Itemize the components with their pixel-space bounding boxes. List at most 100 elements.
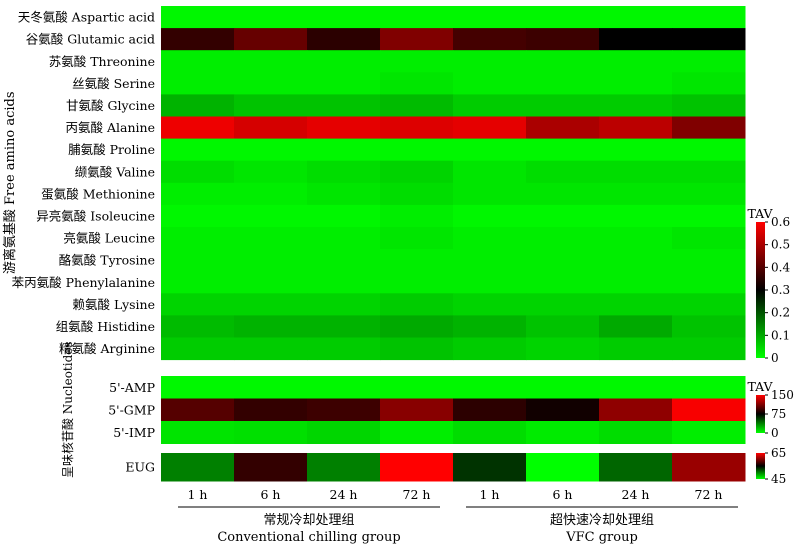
heatmap-cell (234, 453, 308, 482)
colorbar-tick-label: 0.3 (771, 283, 790, 297)
heatmap-cell (307, 421, 381, 444)
heatmap-cell (161, 271, 235, 294)
row-label: 组氨酸 Histidine (56, 319, 155, 334)
heatmap-cell (307, 116, 381, 140)
heatmap-cell (380, 227, 454, 250)
heatmap-cell (307, 204, 381, 228)
heatmap-cell (380, 94, 454, 117)
heatmap-cell (526, 72, 600, 95)
row-label: 异亮氨酸 Isoleucine (36, 208, 155, 223)
heatmap-cell (526, 28, 600, 51)
colorbar-tick-label: 0.1 (771, 328, 790, 342)
heatmap-cell (599, 6, 673, 29)
heatmap-cell (380, 50, 454, 73)
heatmap-cell (234, 160, 308, 184)
heatmap-cell (599, 160, 673, 184)
heatmap-cell (234, 72, 308, 95)
heatmap-cell (234, 398, 308, 422)
heatmap-cell (526, 50, 600, 73)
row-label: 精氨酸 Arginine (59, 341, 155, 356)
heatmap-cell (161, 398, 235, 422)
heatmap-cell (599, 204, 673, 228)
heatmap-cell (380, 182, 454, 206)
heatmap-cell (599, 138, 673, 162)
group-label-en: VFC group (565, 530, 638, 545)
heatmap-cell (234, 315, 308, 338)
heatmap-cell (161, 315, 235, 338)
heatmap-cell (161, 182, 235, 206)
heatmap-cell (307, 337, 381, 361)
heatmap-cell (599, 453, 673, 482)
heatmap-cell (161, 72, 235, 95)
heatmap-cell (307, 160, 381, 184)
heatmap-cell (380, 315, 454, 338)
colorbar-tick-label: 0.5 (771, 238, 790, 252)
heatmap-cell (453, 421, 527, 444)
row-label: 缬氨酸 Valine (75, 164, 155, 179)
heatmap-cell (453, 337, 527, 361)
heatmap-cell (599, 293, 673, 316)
heatmap-cell (161, 293, 235, 316)
heatmap-cell (307, 6, 381, 29)
heatmap-cell (307, 293, 381, 316)
heatmap-cell (234, 182, 308, 206)
heatmap-cell (672, 337, 746, 361)
colorbar-tick-label: 75 (771, 407, 786, 421)
heatmap-cell (380, 271, 454, 294)
heatmap-cell (380, 398, 454, 422)
row-label: 脯氨酸 Proline (68, 142, 155, 157)
heatmap-cell (380, 453, 454, 482)
column-label: 24 h (622, 487, 650, 502)
heatmap-cell (453, 72, 527, 95)
heatmap-cell (307, 271, 381, 294)
heatmap-cell (453, 204, 527, 228)
heatmap-cell (599, 227, 673, 250)
heatmap-cell (453, 398, 527, 422)
heatmap-cell (453, 376, 527, 399)
heatmap-cell (453, 453, 527, 482)
heatmap-cell (307, 227, 381, 250)
heatmap-cell (307, 376, 381, 399)
heatmap-cell (672, 249, 746, 272)
heatmap-cell (380, 249, 454, 272)
row-label: 丙氨酸 Alanine (66, 120, 155, 135)
heatmap-cell (672, 293, 746, 316)
heatmap-cell (453, 227, 527, 250)
heatmap-cell (234, 376, 308, 399)
heatmap-cell (380, 72, 454, 95)
row-label: 亮氨酸 Leucine (63, 231, 155, 246)
heatmap-cell (526, 204, 600, 228)
heatmap-cell (161, 116, 235, 140)
heatmap-cell (672, 160, 746, 184)
heatmap-cell (307, 50, 381, 73)
heatmap-cell (161, 160, 235, 184)
row-label: 5'-GMP (108, 402, 155, 417)
heatmap-cell (453, 94, 527, 117)
heatmap-cell (234, 28, 308, 51)
heatmap-cell (234, 204, 308, 228)
heatmap-cell (234, 421, 308, 444)
row-label: 甘氨酸 Glycine (66, 98, 155, 113)
heatmap-cell (526, 160, 600, 184)
colorbar (756, 395, 765, 433)
heatmap-cell (453, 6, 527, 29)
heatmap-cell (672, 138, 746, 162)
row-label: 5'-IMP (113, 425, 155, 440)
heatmap-cell (453, 271, 527, 294)
heatmap-cell (453, 50, 527, 73)
panel-y-label: 呈味核苷酸 Nucleotides (60, 341, 75, 478)
heatmap-cell (453, 28, 527, 51)
heatmap-cell (672, 182, 746, 206)
heatmap-cell (234, 50, 308, 73)
heatmap-cell (380, 160, 454, 184)
heatmap-cell (526, 376, 600, 399)
row-labels: 天冬氨酸 Aspartic acid 谷氨酸 Glutamic acid 苏氨酸 T… (12, 10, 155, 475)
heatmap-cell (161, 337, 235, 361)
heatmap-cell (380, 337, 454, 361)
heatmap-cell (161, 376, 235, 399)
heatmap-cell (307, 249, 381, 272)
heatmap-cell (526, 337, 600, 361)
heatmap-cell (672, 398, 746, 422)
